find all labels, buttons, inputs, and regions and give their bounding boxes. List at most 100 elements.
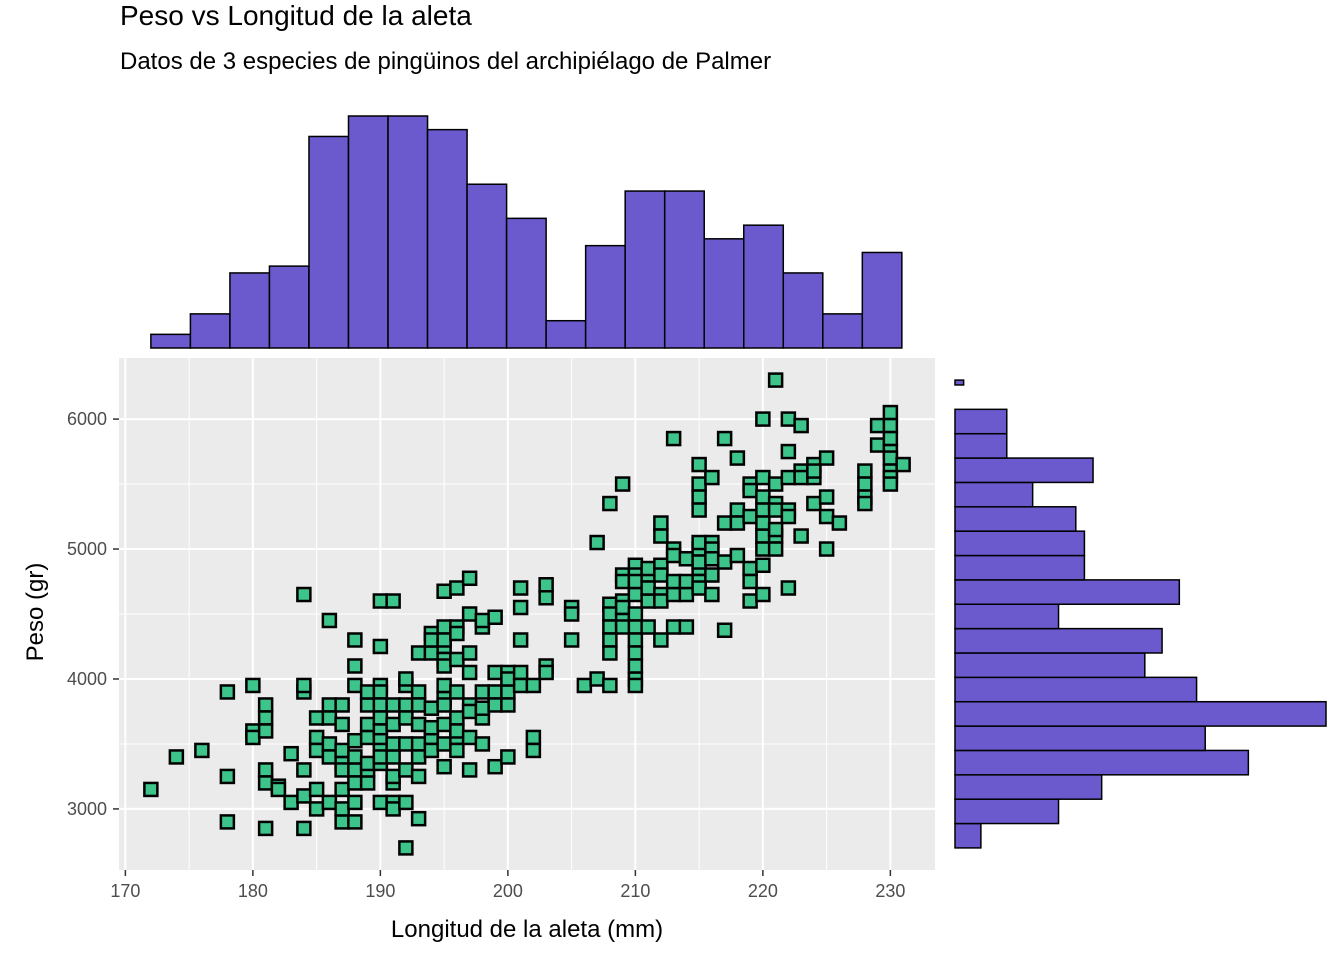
- scatter-point: [398, 840, 414, 856]
- scatter-point: [755, 541, 771, 557]
- scatter-point: [767, 476, 784, 492]
- top-histogram-bar: [426, 128, 468, 349]
- scatter-point: [410, 684, 427, 700]
- scatter-point: [691, 456, 707, 473]
- scatter-point: [372, 710, 389, 726]
- top-histogram-bar: [229, 272, 271, 349]
- scatter-point: [410, 810, 427, 827]
- scatter-point: [665, 547, 682, 564]
- scatter-point: [704, 551, 720, 567]
- scatter-point: [436, 619, 452, 635]
- scatter-point: [257, 723, 274, 739]
- scatter-point: [627, 573, 644, 590]
- scatter-point: [653, 515, 669, 531]
- scatter-point: [614, 599, 631, 616]
- x-axis-title: Longitud de la aleta (mm): [391, 916, 663, 943]
- scatter-point: [716, 554, 733, 570]
- scatter-point: [449, 710, 465, 726]
- scatter-point: [882, 417, 899, 434]
- scatter-point: [321, 736, 338, 752]
- scatter-point: [602, 495, 618, 512]
- scatter-point: [385, 716, 401, 733]
- right-histogram-bar: [954, 700, 1327, 727]
- scatter-point: [895, 456, 911, 473]
- scatter-point: [347, 794, 363, 811]
- scatter-point: [410, 749, 427, 765]
- scatter-points: [143, 372, 911, 856]
- scatter-point: [372, 684, 389, 700]
- scatter-point: [755, 557, 771, 574]
- right-histogram-bar: [954, 554, 1086, 581]
- scatter-point: [334, 762, 350, 778]
- scatter-point: [665, 619, 682, 635]
- scatter-point: [410, 716, 427, 733]
- scatter-point: [398, 794, 414, 811]
- scatter-point: [296, 788, 312, 804]
- scatter-point: [691, 554, 707, 570]
- scatter-point: [640, 560, 656, 577]
- scatter-point: [194, 742, 210, 759]
- scatter-point: [245, 729, 261, 746]
- scatter-point: [474, 612, 491, 629]
- scatter-point: [461, 606, 478, 622]
- scatter-point: [589, 534, 605, 551]
- scatter-point: [372, 749, 389, 765]
- scatter-point: [627, 677, 644, 694]
- scatter-point: [793, 417, 809, 434]
- scatter-point: [755, 469, 771, 486]
- scatter-point: [755, 502, 771, 518]
- scatter-point: [410, 697, 427, 713]
- scatter-point: [398, 671, 414, 687]
- scatter-point: [449, 651, 465, 668]
- scatter-point: [321, 612, 338, 629]
- scatter-point: [767, 372, 784, 388]
- top-histogram-bar: [189, 313, 231, 349]
- scatter-point: [296, 762, 312, 778]
- scatter-point: [767, 502, 784, 518]
- scatter-point: [334, 716, 350, 733]
- scatter-point: [461, 703, 478, 720]
- scatter-point: [602, 632, 618, 648]
- scatter-point: [436, 583, 452, 600]
- scatter-point: [704, 469, 720, 486]
- scatter-point: [806, 463, 822, 479]
- scatter-point: [398, 762, 414, 778]
- scatter-point: [308, 729, 325, 746]
- scatter-point: [359, 755, 376, 772]
- scatter-point: [627, 606, 644, 622]
- scatter-point: [449, 742, 465, 759]
- scatter-point: [563, 632, 580, 648]
- scatter-point: [334, 814, 350, 830]
- scatter-point: [691, 534, 707, 551]
- scatter-point: [627, 586, 644, 603]
- scatter-point: [742, 573, 758, 590]
- scatter-point: [678, 619, 695, 635]
- scatter-point: [614, 573, 631, 590]
- scatter-point: [257, 820, 274, 837]
- scatter-point: [678, 586, 695, 603]
- scatter-point: [614, 619, 631, 635]
- scatter-point: [729, 547, 746, 564]
- scatter-point: [742, 593, 758, 609]
- scatter-point: [678, 551, 695, 567]
- scatter-point: [691, 476, 707, 492]
- scatter-point: [512, 664, 529, 681]
- scatter-point: [347, 677, 363, 694]
- scatter-point: [410, 645, 427, 661]
- scatter-point: [372, 638, 389, 655]
- right-histogram-bar: [954, 676, 1198, 703]
- scatter-point: [882, 476, 899, 492]
- scatter-point: [347, 814, 363, 830]
- scatter-point: [563, 606, 580, 622]
- scatter-point: [385, 768, 401, 785]
- scatter-point: [678, 573, 695, 590]
- scatter-point: [538, 664, 554, 681]
- top-histogram-bar: [150, 333, 192, 349]
- right-histogram-bar: [954, 798, 1060, 825]
- scatter-point: [398, 697, 414, 713]
- scatter-point: [410, 768, 427, 785]
- scatter-point: [372, 697, 389, 713]
- scatter-point: [704, 586, 720, 603]
- scatter-point: [767, 541, 784, 557]
- chart-subtitle: Datos de 3 especies de pingüinos del arc…: [120, 48, 771, 75]
